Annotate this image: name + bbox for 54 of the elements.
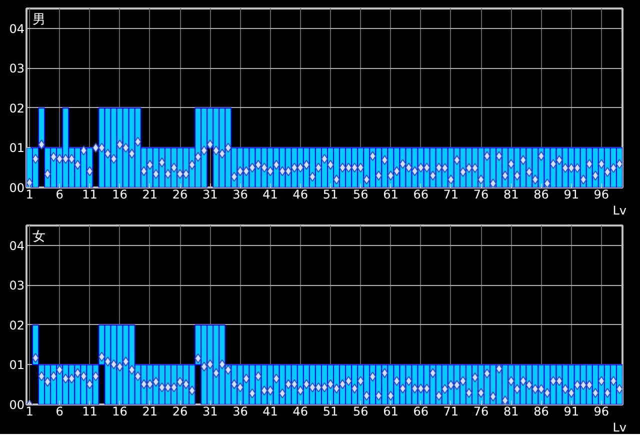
chart-title: 男 bbox=[32, 12, 46, 28]
x-tick-label: 81 bbox=[503, 188, 519, 202]
x-tick-label: 56 bbox=[352, 188, 368, 202]
y-tick-label: 01 bbox=[9, 141, 25, 156]
y-tick-label: 03 bbox=[9, 278, 25, 293]
x-tick-label: 6 bbox=[56, 188, 64, 202]
x-tick-label: 36 bbox=[232, 188, 248, 202]
x-tick-label: 86 bbox=[534, 188, 549, 202]
y-tick-label: 02 bbox=[9, 318, 25, 332]
y-tick-label: 03 bbox=[9, 62, 25, 76]
x-tick-label: 51 bbox=[322, 404, 338, 418]
x-tick-label: 66 bbox=[413, 188, 428, 202]
x-tick-label: 46 bbox=[292, 404, 308, 418]
x-axis-title: Lv bbox=[612, 420, 627, 434]
x-tick-label: 26 bbox=[172, 404, 188, 418]
x-tick-label: 21 bbox=[142, 188, 158, 202]
x-tick-label: 31 bbox=[202, 188, 218, 202]
x-tick-label: 66 bbox=[413, 404, 428, 418]
x-tick-label: 61 bbox=[383, 188, 398, 202]
x-tick-label: 91 bbox=[564, 404, 579, 418]
x-tick-label: 11 bbox=[82, 188, 98, 202]
x-tick-label: 71 bbox=[443, 404, 459, 418]
y-tick-label: 04 bbox=[9, 238, 25, 253]
x-tick-label: 31 bbox=[202, 404, 218, 418]
x-tick-label: 16 bbox=[112, 404, 128, 418]
x-tick-label: 76 bbox=[473, 188, 489, 202]
x-tick-label: 41 bbox=[262, 188, 278, 202]
x-tick-label: 11 bbox=[82, 404, 98, 418]
y-tick-label: 01 bbox=[9, 358, 25, 372]
x-tick-label: 96 bbox=[594, 404, 610, 418]
x-tick-label: 96 bbox=[594, 188, 610, 202]
x-tick-label: 16 bbox=[112, 188, 128, 202]
chart-title: 女 bbox=[32, 230, 46, 244]
y-tick-label: 04 bbox=[9, 22, 25, 36]
x-tick-label: 56 bbox=[352, 404, 368, 418]
x-tick-label: 61 bbox=[383, 404, 398, 418]
x-tick-label: 71 bbox=[443, 188, 459, 202]
x-tick-label: 6 bbox=[56, 404, 64, 418]
x-tick-label: 76 bbox=[473, 404, 489, 418]
x-tick-label: 1 bbox=[26, 188, 34, 202]
x-axis-title: Lv bbox=[612, 204, 627, 218]
x-tick-label: 91 bbox=[564, 188, 579, 202]
x-tick-label: 41 bbox=[262, 404, 278, 418]
y-tick-label: 00 bbox=[9, 398, 25, 412]
x-tick-label: 1 bbox=[26, 404, 34, 418]
x-tick-label: 21 bbox=[142, 404, 158, 418]
x-tick-label: 86 bbox=[534, 404, 549, 418]
y-tick-label: 00 bbox=[9, 181, 25, 195]
x-tick-label: 36 bbox=[232, 404, 248, 418]
x-tick-label: 26 bbox=[172, 188, 188, 202]
x-tick-label: 51 bbox=[322, 188, 338, 202]
x-tick-label: 46 bbox=[292, 188, 308, 202]
y-tick-label: 02 bbox=[9, 101, 25, 116]
x-tick-label: 81 bbox=[503, 404, 519, 418]
